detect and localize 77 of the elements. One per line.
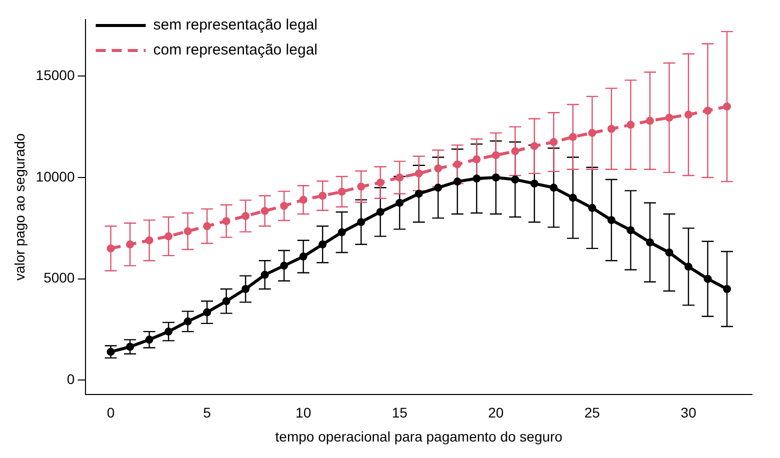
point xyxy=(396,174,404,182)
point xyxy=(126,240,134,248)
point xyxy=(145,236,154,244)
y-tick-label: 15000 xyxy=(36,67,75,84)
point xyxy=(607,216,616,224)
point xyxy=(260,206,269,215)
point xyxy=(357,218,366,226)
point xyxy=(646,238,654,246)
point xyxy=(338,188,346,196)
point xyxy=(550,184,558,192)
point xyxy=(568,132,577,141)
point xyxy=(280,262,288,270)
point xyxy=(203,308,212,316)
point xyxy=(704,274,712,283)
point xyxy=(434,184,442,192)
y-axis-title: valor pago ao segurado xyxy=(11,133,28,280)
point xyxy=(722,284,731,293)
point xyxy=(684,110,692,119)
point xyxy=(203,222,212,230)
point xyxy=(376,178,384,187)
x-tick-label: 0 xyxy=(106,404,115,421)
x-tick-label: 30 xyxy=(680,404,696,421)
point xyxy=(106,244,115,252)
point xyxy=(530,180,538,188)
point xyxy=(626,120,635,129)
point xyxy=(472,155,481,164)
point xyxy=(396,198,404,207)
point xyxy=(588,204,596,212)
point xyxy=(550,138,558,146)
x-tick-label: 5 xyxy=(203,404,212,421)
point xyxy=(184,227,192,236)
point xyxy=(260,270,269,279)
point xyxy=(299,196,308,204)
point xyxy=(492,151,500,160)
y-tick-label: 10000 xyxy=(36,168,75,184)
point xyxy=(376,208,384,216)
point xyxy=(434,164,442,172)
legend-label: com representação legal xyxy=(153,42,318,59)
point xyxy=(665,114,674,122)
y-tick-label: 5000 xyxy=(44,270,75,286)
x-tick-label: 25 xyxy=(584,404,600,421)
point xyxy=(414,190,423,198)
point xyxy=(626,226,635,234)
point xyxy=(357,182,366,191)
point xyxy=(164,232,173,240)
point xyxy=(338,228,346,236)
point xyxy=(704,106,712,115)
point xyxy=(588,128,596,137)
x-tick-label: 20 xyxy=(488,404,504,421)
point xyxy=(184,317,192,326)
point xyxy=(318,192,327,200)
point xyxy=(511,147,520,156)
point xyxy=(453,178,462,186)
point xyxy=(242,212,250,220)
point xyxy=(684,262,692,271)
x-axis-title: tempo operacional para pagamento do seguro xyxy=(275,428,563,444)
point xyxy=(568,194,577,202)
legend-label: sem representação legal xyxy=(153,16,318,34)
point xyxy=(722,102,731,111)
point xyxy=(646,116,654,125)
point xyxy=(414,169,423,178)
point xyxy=(222,297,230,306)
x-tick-label: 15 xyxy=(392,404,408,421)
point xyxy=(530,142,538,150)
point xyxy=(318,240,327,248)
y-tick-label: 0 xyxy=(66,371,75,388)
point xyxy=(222,217,230,226)
point xyxy=(492,174,500,182)
point xyxy=(453,160,462,168)
point xyxy=(472,174,481,183)
point xyxy=(607,124,616,133)
point xyxy=(665,248,674,257)
point xyxy=(511,176,520,184)
point xyxy=(280,202,288,210)
x-tick-label: 10 xyxy=(296,404,312,421)
point xyxy=(299,252,308,261)
point xyxy=(242,284,250,293)
